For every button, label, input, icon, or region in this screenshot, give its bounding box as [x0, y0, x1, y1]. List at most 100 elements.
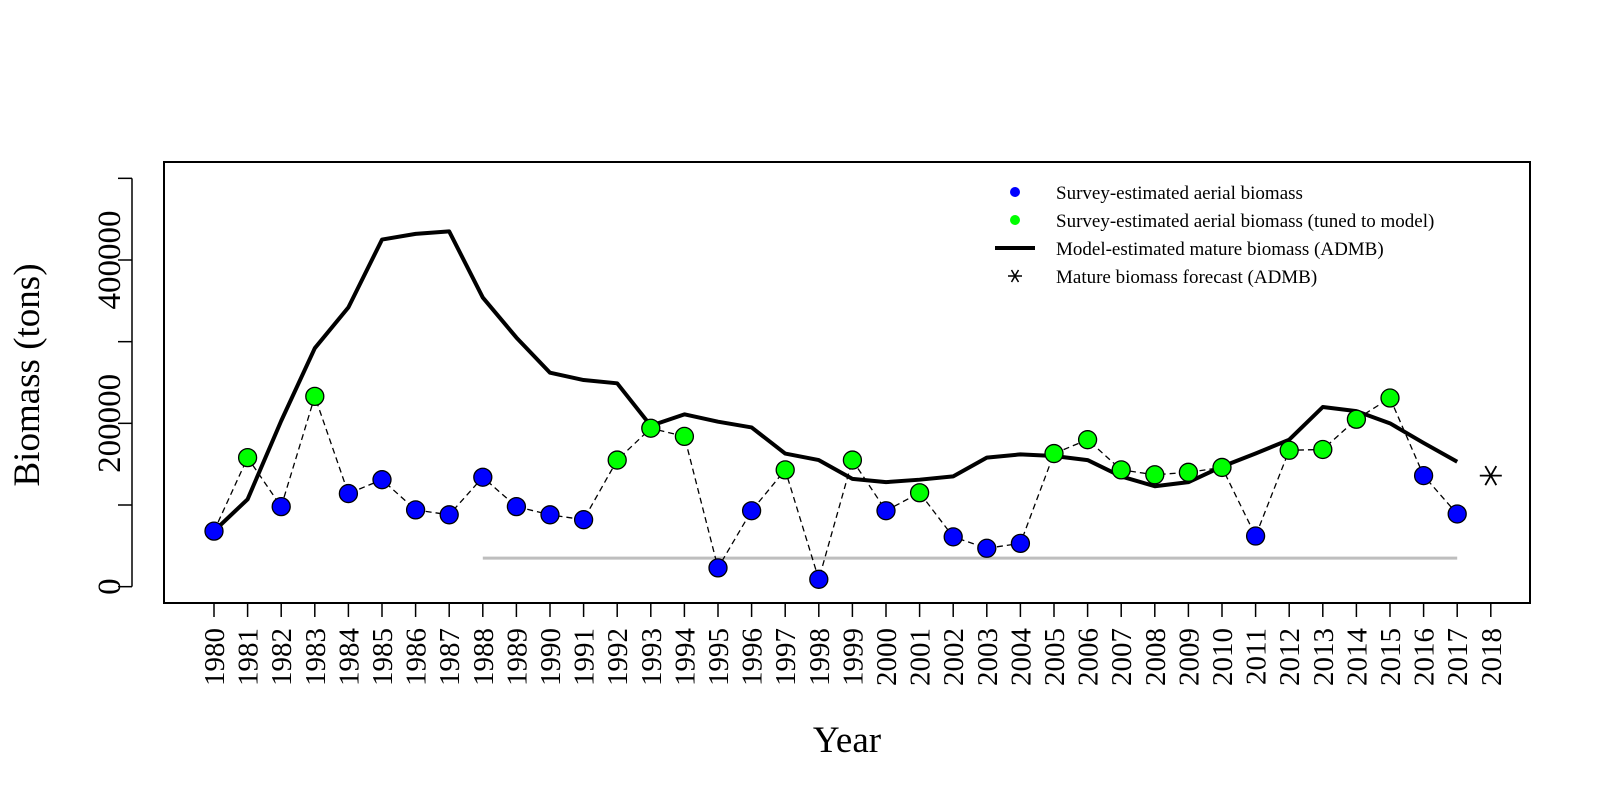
legend-label: Mature biomass forecast (ADMB) [1056, 267, 1317, 288]
tuned-point-2005 [1044, 443, 1064, 464]
x-tick-label: 1990 [535, 628, 567, 686]
x-tick-label: 2015 [1375, 628, 1407, 686]
tuned-point-2006 [1077, 430, 1098, 450]
forecast-asterisk-stroke [1484, 465, 1498, 486]
survey-point-2011 [1245, 526, 1266, 546]
x-tick-label: 2009 [1173, 628, 1205, 686]
survey-point-1998 [809, 569, 829, 589]
x-tick-label: 2011 [1241, 628, 1273, 685]
legend-label: Model-estimated mature biomass (ADMB) [1056, 239, 1384, 260]
y-axis: 0 200000 400000 [92, 177, 133, 595]
x-tick-label: 2013 [1308, 628, 1340, 686]
x-tick-label: 1986 [401, 628, 433, 686]
survey-points [204, 386, 1467, 589]
y-tick-label: 0 [92, 578, 128, 595]
survey-point-1988 [473, 467, 493, 487]
tuned-point-2001 [909, 483, 930, 503]
survey-point-1984 [338, 483, 359, 504]
survey-point-1987 [439, 505, 459, 525]
y-tick-label: 400000 [92, 211, 128, 310]
tuned-point-1992 [607, 450, 627, 470]
x-tick-label: 2002 [938, 628, 970, 686]
tuned-point-2009 [1178, 462, 1199, 482]
survey-point-2017 [1447, 504, 1467, 524]
survey-point-1990 [540, 505, 560, 525]
x-tick-label: 2016 [1409, 628, 1441, 686]
x-tick-label: 1995 [703, 628, 735, 686]
survey-point-1982 [271, 496, 291, 517]
legend-dot-icon [1010, 187, 1020, 197]
tuned-point-1981 [237, 447, 258, 468]
x-tick-label: 1992 [602, 628, 634, 686]
survey-point-1991 [573, 510, 594, 530]
x-tick-label: 1981 [233, 628, 265, 686]
x-tick-label: 1985 [367, 628, 399, 686]
legend-asterisk-icon [1010, 269, 1020, 283]
x-tick-label: 1991 [569, 628, 601, 686]
tuned-point-1983 [305, 386, 325, 407]
model-line-path [212, 229, 1459, 533]
x-tick-label: 1989 [501, 628, 533, 686]
survey-point-2000 [876, 501, 896, 521]
x-tick-label: 2003 [972, 628, 1004, 686]
tuned-point-1997 [775, 460, 795, 480]
survey-point-1985 [372, 470, 392, 490]
survey-point-1980 [204, 521, 224, 541]
dashed-connector-path [213, 394, 1458, 582]
x-tick-label: 1999 [837, 628, 869, 686]
x-axis-title: Year [813, 720, 881, 761]
x-tick-label: 1993 [636, 628, 668, 686]
survey-point-1989 [506, 496, 527, 517]
tuned-point-2007 [1111, 460, 1131, 480]
x-tick-label: 1988 [468, 628, 500, 686]
tuned-point-1994 [674, 426, 695, 447]
x-tick-label: 2007 [1106, 628, 1138, 686]
legend-label: Survey-estimated aerial biomass [1056, 183, 1303, 204]
survey-dashed-connector [213, 394, 1458, 582]
tuned-point-2012 [1279, 440, 1299, 460]
survey-point-1996 [741, 501, 762, 521]
x-tick-label: 1998 [804, 628, 836, 686]
x-tick-label: 1982 [266, 628, 298, 686]
x-tick-label: 1983 [300, 628, 332, 686]
survey-point-1986 [405, 500, 426, 520]
x-tick-label: 2012 [1274, 628, 1306, 686]
survey-point-2004 [1010, 533, 1031, 554]
survey-point-2003 [977, 538, 997, 558]
x-tick-label: 2004 [1005, 628, 1037, 687]
x-tick-label: 2008 [1140, 628, 1172, 686]
x-tick-label: 1994 [669, 628, 701, 687]
x-tick-label: 1987 [434, 628, 466, 686]
tuned-point-2010 [1212, 457, 1232, 478]
x-tick-label: 1996 [737, 628, 769, 686]
tuned-point-2015 [1380, 388, 1400, 408]
legend-dot-icon [1010, 215, 1020, 225]
survey-point-1995 [708, 558, 728, 578]
x-tick-label: 1980 [199, 628, 231, 686]
x-axis: 1980 1981 1982 1983 1984 1985 1986 1987 1988 1989… [199, 602, 1508, 687]
survey-point-2016 [1413, 465, 1434, 486]
y-tick-label: 200000 [92, 374, 128, 473]
tuned-point-1993 [641, 418, 661, 438]
tuned-point-2008 [1145, 465, 1165, 485]
tuned-point-2014 [1346, 409, 1367, 429]
x-tick-label: 2001 [905, 628, 937, 686]
legend: Survey-estimated aerial biomass Survey-es… [995, 183, 1434, 288]
x-tick-label: 1997 [770, 628, 802, 686]
survey-point-2002 [943, 527, 963, 547]
x-tick-label: 2010 [1207, 628, 1239, 686]
x-tick-label: 2005 [1039, 628, 1071, 686]
x-tick-label: 2006 [1073, 628, 1105, 686]
y-axis-title: Biomass (tons) [7, 263, 48, 486]
forecast-marker [1479, 465, 1502, 486]
x-tick-label: 1984 [333, 628, 365, 687]
model-biomass-line [212, 229, 1459, 533]
legend-label: Survey-estimated aerial biomass (tuned t… [1056, 211, 1434, 232]
x-tick-label: 2000 [871, 628, 903, 686]
x-tick-label: 2017 [1442, 628, 1474, 686]
x-tick-label: 2014 [1341, 628, 1373, 687]
x-tick-label: 2018 [1476, 628, 1508, 686]
tuned-point-2013 [1313, 439, 1333, 460]
tuned-point-1999 [842, 450, 863, 470]
